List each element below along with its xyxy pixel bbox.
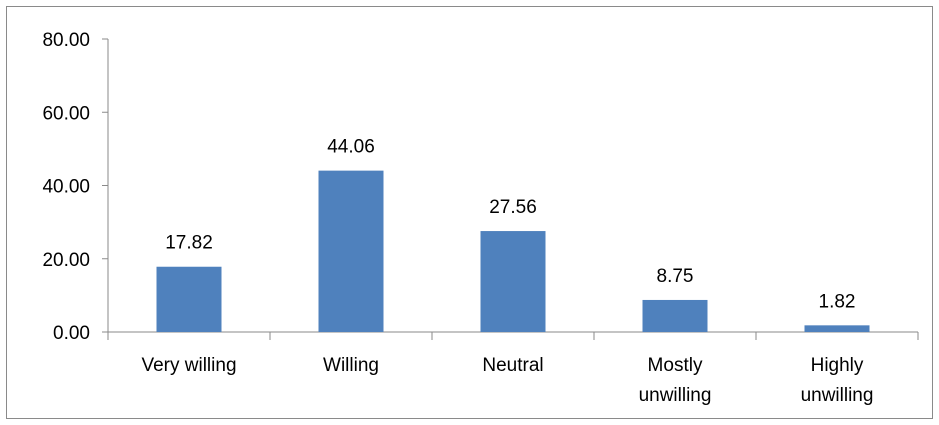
bar [480,231,546,332]
y-tick-label: 80.00 [42,30,90,51]
y-tick-label: 40.00 [42,177,90,198]
y-tick-label: 20.00 [42,250,90,271]
data-label: 1.82 [819,291,856,312]
y-axis: 0.00 20.00 40.00 60.00 80.00 [42,30,109,344]
data-label: 44.06 [327,137,375,158]
category-label: Highly unwilling [801,355,874,406]
x-axis [107,331,919,340]
category-label: Willing [323,355,379,376]
data-label: 27.56 [489,197,537,218]
data-label: 8.75 [657,266,694,287]
y-tick-label: 60.00 [42,103,90,124]
chart-frame [6,6,933,419]
bars [156,170,870,332]
bar [642,299,708,332]
data-labels: 17.82 44.06 27.56 8.75 1.82 [165,137,855,313]
category-label: Neutral [482,355,543,376]
data-label: 17.82 [165,233,213,254]
y-tick-label: 0.00 [53,323,90,344]
category-label: Mostly unwilling [639,355,712,406]
bar [156,266,222,332]
category-label: Very willing [141,355,236,376]
bar [804,325,870,332]
bar [318,170,384,332]
category-labels: Very willing Willing Neutral Mostly unwillin… [141,355,873,406]
